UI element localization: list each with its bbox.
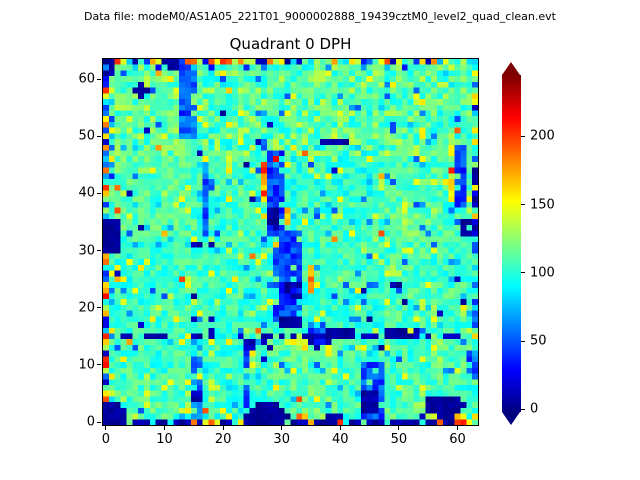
x-axis-tick-label: 40 xyxy=(332,432,349,447)
x-axis-tick-label: 10 xyxy=(156,432,173,447)
x-axis-tick-mark xyxy=(339,426,341,430)
x-axis-tick-mark xyxy=(105,426,107,430)
y-axis-tick-mark xyxy=(97,192,101,194)
colorbar-tick-label: 150 xyxy=(530,197,555,213)
colorbar-tick-label: 0 xyxy=(530,401,539,417)
y-axis-tick-mark xyxy=(97,78,101,80)
y-axis-tick-label: 20 xyxy=(78,300,95,316)
x-axis-tick-mark xyxy=(398,426,400,430)
y-axis-tick-mark xyxy=(97,421,101,423)
x-axis-tick-label: 0 xyxy=(101,432,111,447)
colorbar-tick-mark xyxy=(521,204,525,206)
colorbar-tick-mark xyxy=(521,340,525,342)
x-axis-tick-mark xyxy=(456,426,458,430)
data-file-label: Data file: modeM0/AS1A05_221T01_90000028… xyxy=(84,10,556,23)
y-axis-tick-mark xyxy=(97,364,101,366)
y-axis-tick-mark xyxy=(97,135,101,137)
y-axis-tick-mark xyxy=(97,250,101,252)
colorbar-tick-label: 100 xyxy=(530,265,555,281)
x-axis-tick-mark xyxy=(164,426,166,430)
y-axis-tick-label: 60 xyxy=(78,71,95,87)
y-axis-tick-label: 30 xyxy=(78,243,95,259)
y-axis-tick-label: 40 xyxy=(78,185,95,201)
x-axis-tick-label: 60 xyxy=(449,432,466,447)
x-axis-tick-label: 50 xyxy=(390,432,408,447)
heatmap-image xyxy=(103,59,478,425)
colorbar-extend-min-arrow xyxy=(502,412,520,425)
x-axis-tick-label: 20 xyxy=(214,432,232,447)
colorbar-tick-label: 200 xyxy=(530,128,555,144)
x-axis-tick-mark xyxy=(281,426,283,430)
colorbar-extend-max-arrow xyxy=(502,62,520,75)
colorbar-gradient xyxy=(502,75,521,412)
y-axis-tick-mark xyxy=(97,307,101,309)
colorbar-tick-label: 50 xyxy=(530,333,547,349)
x-axis-tick-label: 30 xyxy=(273,432,290,447)
colorbar-tick-mark xyxy=(521,135,525,137)
colorbar-tick-mark xyxy=(521,272,525,274)
chart-title: Quadrant 0 DPH xyxy=(229,35,352,53)
colorbar-tick-mark xyxy=(521,408,525,410)
y-axis-tick-label: 50 xyxy=(78,128,95,144)
x-axis-tick-mark xyxy=(222,426,224,430)
colorbar xyxy=(502,75,521,412)
plot-area xyxy=(102,58,479,426)
y-axis-tick-label: 10 xyxy=(78,357,95,373)
y-axis-tick-label: 0 xyxy=(86,414,95,430)
